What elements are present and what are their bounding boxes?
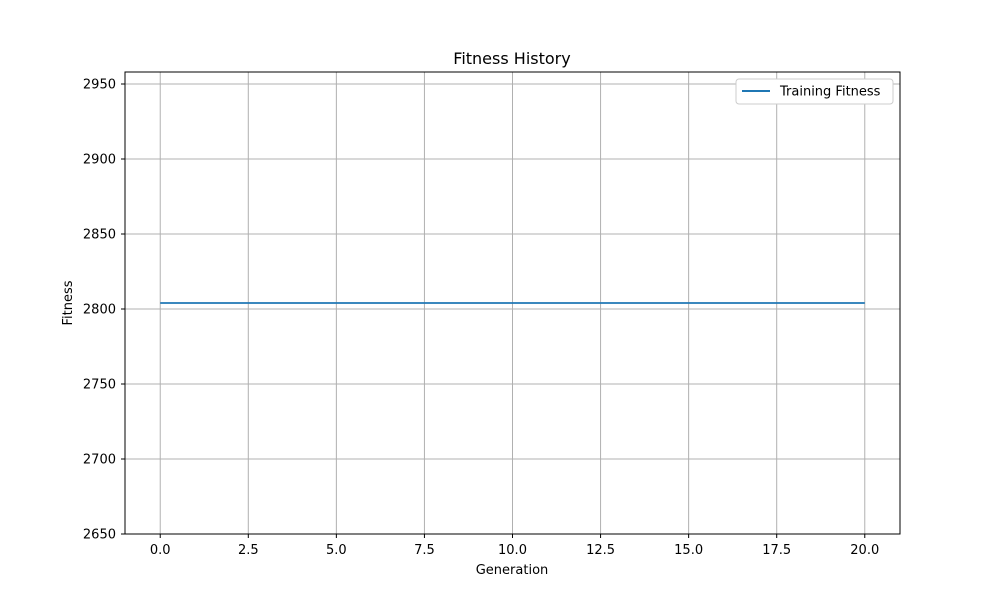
y-axis-label: Fitness — [61, 280, 76, 325]
x-tick-label: 5.0 — [326, 543, 347, 558]
legend-label-training-fitness: Training Fitness — [779, 85, 881, 100]
y-tick-label: 2850 — [83, 228, 116, 243]
y-tick-label: 2700 — [83, 453, 116, 468]
x-tick-label: 10.0 — [498, 543, 527, 558]
x-tick-label: 17.5 — [762, 543, 791, 558]
chart-title: Fitness History — [453, 49, 570, 68]
y-tick-label: 2900 — [83, 153, 116, 168]
x-tick-label: 15.0 — [674, 543, 703, 558]
y-tick-label: 2650 — [83, 528, 116, 543]
x-axis-label: Generation — [476, 563, 549, 578]
legend: Training Fitness — [735, 78, 894, 105]
y-tick-label: 2800 — [83, 303, 116, 318]
x-tick-label: 20.0 — [850, 543, 879, 558]
x-axis-ticks: 0.0 2.5 5.0 7.5 10.0 12.5 15.0 17.5 20.0 — [150, 534, 879, 558]
x-tick-label: 0.0 — [150, 543, 171, 558]
x-tick-label: 12.5 — [586, 543, 615, 558]
y-tick-label: 2950 — [83, 78, 116, 93]
x-tick-label: 2.5 — [238, 543, 259, 558]
y-tick-label: 2750 — [83, 378, 116, 393]
legend-box — [735, 78, 894, 105]
x-tick-label: 7.5 — [414, 543, 435, 558]
y-axis-ticks: 2650 2700 2750 2800 2850 2900 2950 — [83, 78, 125, 543]
